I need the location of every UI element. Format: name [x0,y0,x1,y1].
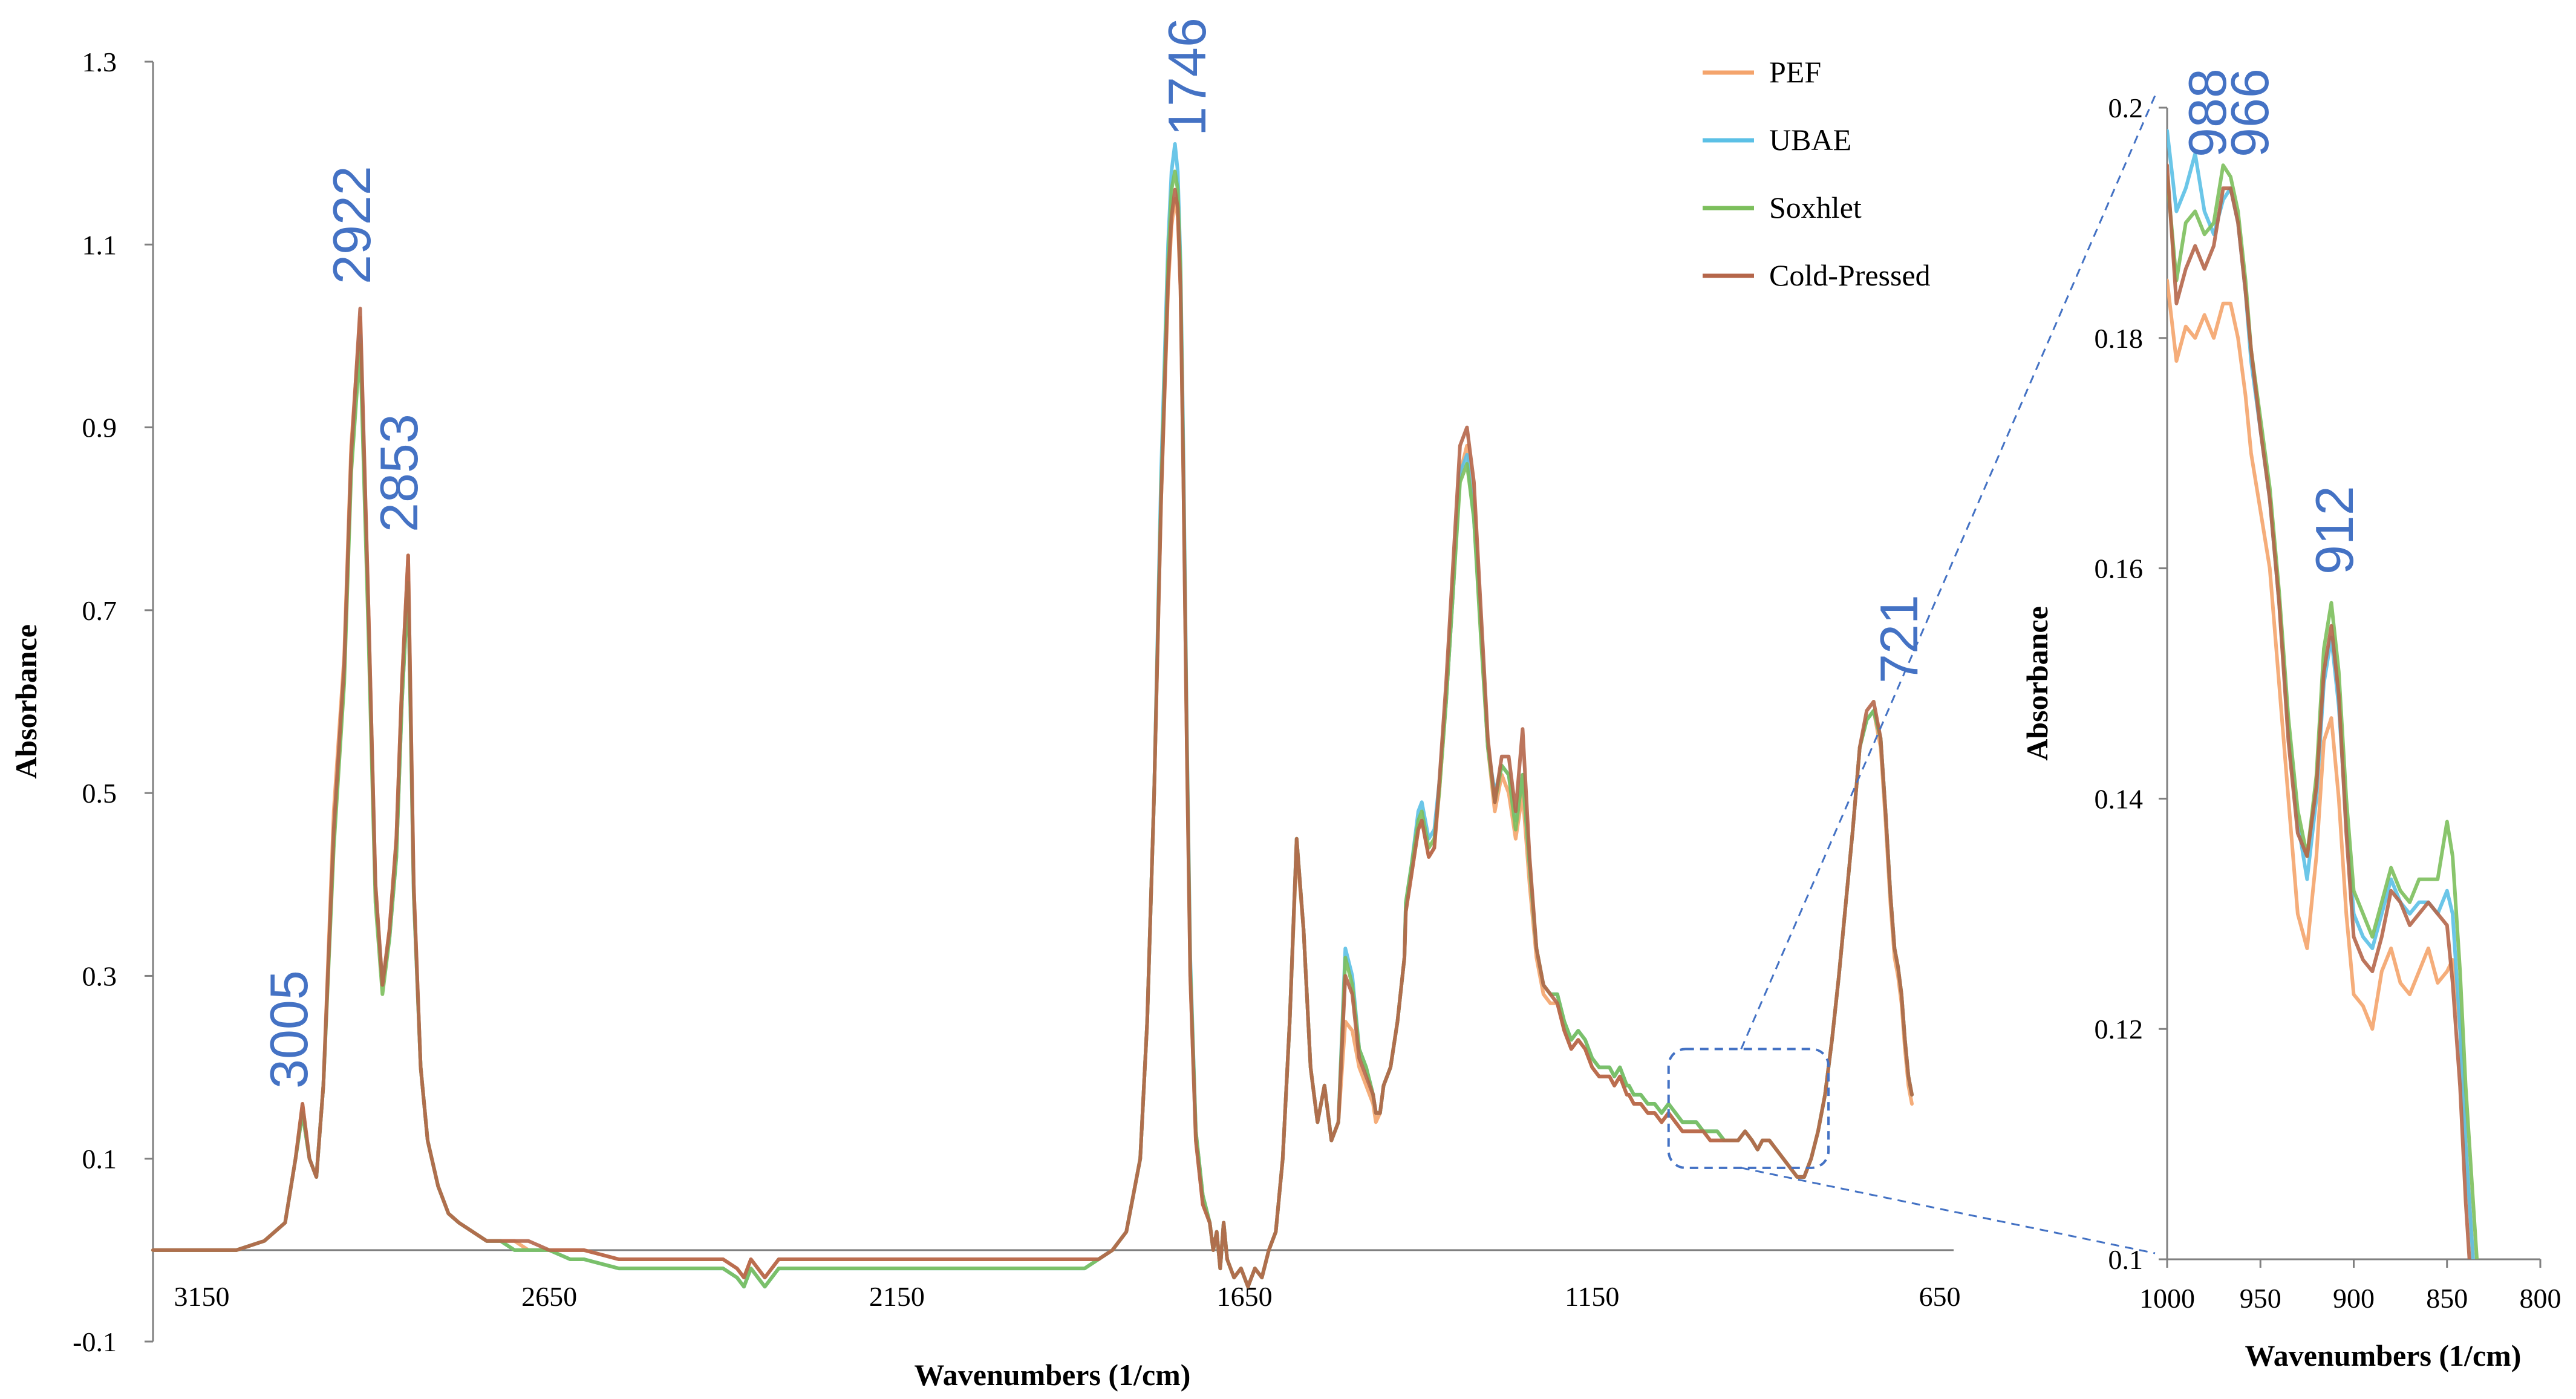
inset-y-tick-label: 0.16 [2095,553,2144,584]
inset-y-tick-label: 0.1 [2108,1244,2144,1275]
inset-x-tick-label: 800 [2520,1283,2561,1314]
y-tick-label: 0.9 [82,413,117,443]
legend-label: Soxhlet [1769,191,1862,224]
x-tick-label: 1650 [1217,1281,1273,1312]
peak-label: 1746 [1157,18,1217,136]
x-tick-label: 650 [1919,1281,1961,1312]
peak-label: 721 [1869,595,1929,683]
series-line-soxhlet [2167,163,2479,1259]
series-line-soxhlet [151,169,1914,1289]
zoom-region-box [1667,1048,1830,1169]
series-line-cold-pressed [2167,163,2471,1259]
y-tick-label: 0.5 [82,778,117,809]
series-line-pef [151,197,1914,1289]
x-axis-title: Wavenumbers (1/cm) [915,1358,1191,1392]
inset-x-tick-label: 950 [2240,1283,2281,1314]
x-tick-label: 2650 [521,1281,577,1312]
series-group [151,142,1914,1289]
legend-label: PEF [1769,55,1821,89]
y-tick-label: -0.1 [73,1326,117,1357]
y-tick-label: 1.1 [82,229,117,260]
y-tick-label: 0.3 [82,960,117,991]
inset-x-tick-label: 900 [2333,1283,2375,1314]
y-tick-label: 0.7 [82,595,117,626]
peak-label: 3005 [259,970,319,1089]
inset-peak-label: 912 [2304,486,2364,575]
series-line-pef [2167,278,2475,1259]
zoom-connector-top [1740,95,2156,1049]
x-tick-label: 2150 [869,1281,925,1312]
inset-x-axis-title: Wavenumbers (1/cm) [2245,1339,2522,1372]
inset-chart: 0.1 0.12 0.14 0.16 0.18 0.2 1000 950 900 850 800 Wa… [2020,68,2561,1372]
y-tick-label: 1.3 [82,47,117,77]
x-tick-label: 3150 [174,1281,229,1312]
series-line-cold-pressed [151,188,1914,1289]
inset-y-axis-title: Absorbance [2020,606,2054,761]
peak-label: 2922 [322,166,382,284]
zoom-connector [1740,95,2156,1254]
inset-y-tick-label: 0.12 [2095,1014,2144,1045]
inset-y-tick-label: 0.14 [2095,783,2144,814]
x-tick-label: 1150 [1565,1281,1619,1312]
y-axis-title: Absorbance [9,624,43,779]
legend: PEF UBAE Soxhlet Cold-Pressed [1703,55,1931,292]
inset-peak-label: 966 [2220,68,2280,157]
legend-label: UBAE [1769,123,1851,157]
series-group [2167,129,2479,1259]
inset-x-tick-label: 850 [2426,1283,2468,1314]
inset-x-tick-label: 1000 [2139,1283,2195,1314]
series-line-ubae [151,142,1914,1289]
inset-y-tick-label: 0.2 [2108,93,2144,123]
peak-label: 2853 [369,414,429,532]
inset-peak-label: 988 [2177,68,2237,157]
main-chart: -0.1 0.1 0.3 0.5 0.7 0.9 1.1 1.3 3150 2650 2150 165… [9,18,1961,1392]
y-tick-label: 0.1 [82,1144,117,1175]
legend-label: Cold-Pressed [1769,258,1931,292]
inset-y-tick-label: 0.18 [2095,323,2144,354]
zoom-connector-bottom [1741,1167,2156,1254]
